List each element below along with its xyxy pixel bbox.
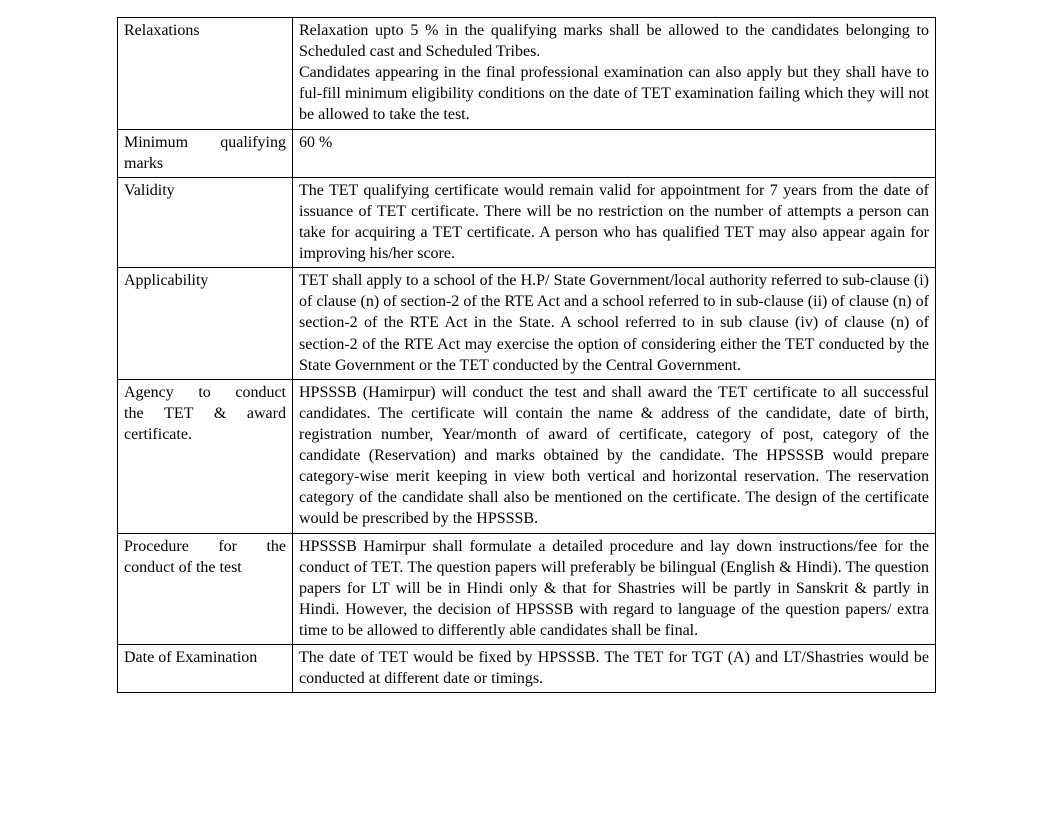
row-value: Relaxation upto 5 % in the qualifying ma… — [293, 18, 936, 130]
row-value: The TET qualifying certificate would rem… — [293, 177, 936, 267]
row-label: Procedure for the conduct of the test — [118, 533, 293, 645]
table-row: Validity The TET qualifying certificate … — [118, 177, 936, 267]
row-label: Date of Examination — [118, 645, 293, 693]
label-part: TET — [164, 403, 193, 424]
table-row: Date of Examination The date of TET woul… — [118, 645, 936, 693]
row-value: HPSSSB Hamirpur shall formulate a detail… — [293, 533, 936, 645]
label-part: the — [266, 536, 286, 557]
info-table-body: Relaxations Relaxation upto 5 % in the q… — [118, 18, 936, 693]
label-part: certificate. — [124, 424, 286, 445]
label-part: Agency — [124, 382, 174, 403]
label-part: qualifying — [220, 132, 286, 153]
table-row: Procedure for the conduct of the test HPSS… — [118, 533, 936, 645]
label-part: Procedure — [124, 536, 189, 557]
label-part: conduct — [235, 382, 286, 403]
label-part: marks — [124, 153, 286, 174]
label-part: for — [218, 536, 237, 557]
label-part: award — [247, 403, 286, 424]
table-row: Minimum qualifying marks 60 % — [118, 129, 936, 177]
table-row: Relaxations Relaxation upto 5 % in the q… — [118, 18, 936, 130]
row-value: TET shall apply to a school of the H.P/ … — [293, 268, 936, 380]
info-table: Relaxations Relaxation upto 5 % in the q… — [117, 17, 936, 693]
label-part: the — [124, 403, 144, 424]
table-row: Applicability TET shall apply to a schoo… — [118, 268, 936, 380]
label-part: & — [214, 403, 226, 424]
row-label: Relaxations — [118, 18, 293, 130]
row-label: Agency to conduct the TET&award certificate… — [118, 379, 293, 533]
label-part: to — [198, 382, 210, 403]
row-label: Validity — [118, 177, 293, 267]
row-label: Minimum qualifying marks — [118, 129, 293, 177]
row-label: Applicability — [118, 268, 293, 380]
label-part: conduct of the test — [124, 557, 286, 578]
row-value: HPSSSB (Hamirpur) will conduct the test … — [293, 379, 936, 533]
table-row: Agency to conduct the TET&award certificate… — [118, 379, 936, 533]
page: Relaxations Relaxation upto 5 % in the q… — [0, 0, 1050, 827]
label-part: Minimum — [124, 132, 188, 153]
row-value: The date of TET would be fixed by HPSSSB… — [293, 645, 936, 693]
row-value: 60 % — [293, 129, 936, 177]
